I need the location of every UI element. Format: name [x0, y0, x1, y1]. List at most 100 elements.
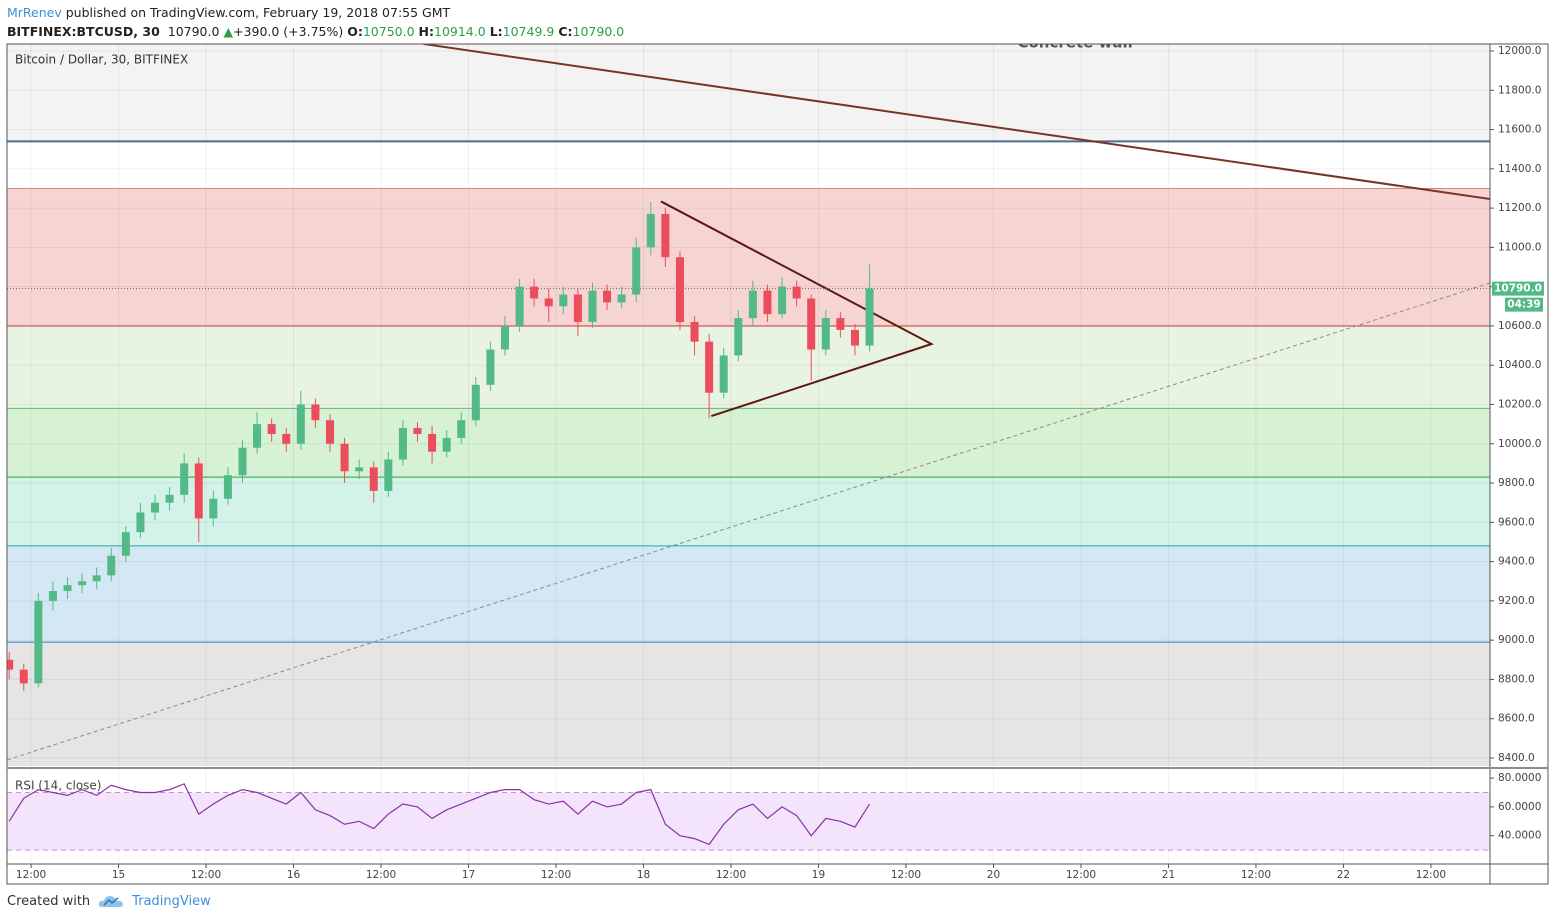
candle-body — [253, 424, 262, 448]
candle-body — [617, 294, 626, 303]
x-tick-label: 12:00 — [16, 869, 46, 881]
countdown-box — [1505, 297, 1543, 312]
candle-body — [734, 318, 743, 356]
candle-body — [92, 575, 101, 582]
candle-body — [311, 404, 320, 421]
logo[interactable] — [98, 893, 124, 909]
candle-body — [675, 257, 684, 323]
candle-body — [719, 355, 728, 393]
rsi-title: RSI (14, close) — [15, 779, 101, 793]
ohlc-label: O: — [347, 24, 363, 39]
y-tick-label: 8400.0 — [1498, 752, 1535, 764]
candle-body — [107, 555, 116, 576]
trend-line — [660, 200, 935, 418]
y-tick-label: 11000.0 — [1498, 241, 1541, 253]
candle-body — [821, 318, 830, 350]
candle-body — [398, 428, 407, 460]
x-tick-label: 12:00 — [716, 869, 746, 881]
candle-body — [778, 286, 787, 315]
y-tick-label: 9200.0 — [1498, 595, 1535, 607]
candle-body — [136, 512, 145, 533]
candle-body — [530, 286, 539, 299]
last-price-box — [1492, 281, 1544, 296]
candle-body — [7, 659, 14, 670]
candle-body — [180, 463, 189, 495]
change: +390.0 (+3.75%) — [233, 24, 344, 39]
ohlc-value: 10790.0 — [572, 24, 625, 39]
x-tick-label: 12:00 — [1416, 869, 1446, 881]
candle-body — [78, 581, 87, 586]
candle-body — [355, 467, 364, 472]
candle-body — [792, 286, 801, 299]
candle-body — [573, 294, 582, 323]
created-with: Created with — [7, 893, 91, 909]
x-tick-label: 16 — [287, 869, 301, 881]
x-tick-label: 12:00 — [1241, 869, 1271, 881]
published: published on TradingView.com, February 1… — [65, 5, 451, 20]
y-tick-label: 11400.0 — [1498, 163, 1541, 175]
candle-body — [865, 288, 874, 346]
candle-body — [194, 463, 203, 519]
x-tick-label: 17 — [462, 869, 475, 881]
author[interactable]: MrRenev — [7, 5, 62, 20]
candle-body — [836, 318, 845, 330]
x-tick-label: 12:00 — [191, 869, 221, 881]
y-tick-label: 9400.0 — [1498, 556, 1535, 568]
zone — [7, 188, 1490, 326]
y-tick-label: 60.0000 — [1498, 801, 1541, 813]
candle-body — [267, 424, 276, 434]
candle-body — [428, 433, 437, 452]
x-tick-label: 21 — [1162, 869, 1175, 881]
y-tick-label: 80.0000 — [1498, 772, 1541, 784]
candle-body — [471, 384, 480, 421]
candle-body — [63, 585, 72, 592]
countdown: 04:39 — [1507, 299, 1540, 311]
ohlc-value: 10750.0 — [362, 24, 415, 39]
zone — [7, 545, 1490, 643]
brand[interactable]: TradingView — [132, 893, 211, 909]
ohlc-value: 10749.9 — [502, 24, 555, 39]
ohlc-label: H: — [418, 24, 434, 39]
y-tick-label: 9800.0 — [1498, 477, 1535, 489]
header: MrRenev published on TradingView.com, Fe… — [7, 3, 624, 41]
ohlc-label: C: — [558, 24, 573, 39]
y-tick-label: 40.0000 — [1498, 830, 1541, 842]
candle-body — [661, 213, 670, 258]
candle-body — [500, 325, 509, 350]
candle-body — [340, 443, 349, 472]
candle-body — [325, 420, 335, 444]
frame — [6, 43, 1549, 885]
y-tick-label: 10200.0 — [1498, 398, 1541, 410]
symbol: BITFINEX:BTCUSD, 30 — [7, 24, 160, 39]
header-line-1: MrRenev published on TradingView.com, Fe… — [7, 3, 624, 22]
x-tick-label: 12:00 — [1066, 869, 1096, 881]
zone — [7, 477, 1490, 546]
y-tick-label: 10600.0 — [1498, 320, 1541, 332]
x-tick-label: 12:00 — [366, 869, 396, 881]
candle-body — [413, 428, 422, 434]
candle-body — [150, 502, 160, 513]
main-plot: Concrete wall — [7, 44, 1490, 766]
candle-body — [515, 286, 524, 326]
candle-body — [238, 447, 247, 476]
candle-body — [165, 494, 174, 503]
ohlc-label: L: — [489, 24, 503, 39]
candle-body — [807, 298, 816, 350]
rsi-plot — [7, 769, 1490, 864]
candle-body — [209, 498, 218, 519]
zone — [7, 408, 1490, 478]
candle-body — [223, 475, 232, 499]
arrow: ▲ — [223, 24, 234, 39]
candle-body — [384, 459, 393, 491]
chart-title: Bitcoin / Dollar, 30, BITFINEX — [15, 53, 188, 67]
candle-body — [34, 600, 43, 684]
y-tick-label: 8800.0 — [1498, 673, 1535, 685]
candle-body — [457, 420, 466, 438]
x-tick-label: 18 — [637, 869, 650, 881]
chart: Concrete wall Bitcoin / Dollar, 30, BITF… — [6, 43, 1549, 885]
candle-body — [705, 341, 714, 393]
footer: Created with TradingView — [7, 893, 211, 909]
candle-body — [282, 433, 291, 444]
y-tick-label: 11600.0 — [1498, 124, 1541, 136]
candle-body — [442, 437, 451, 452]
